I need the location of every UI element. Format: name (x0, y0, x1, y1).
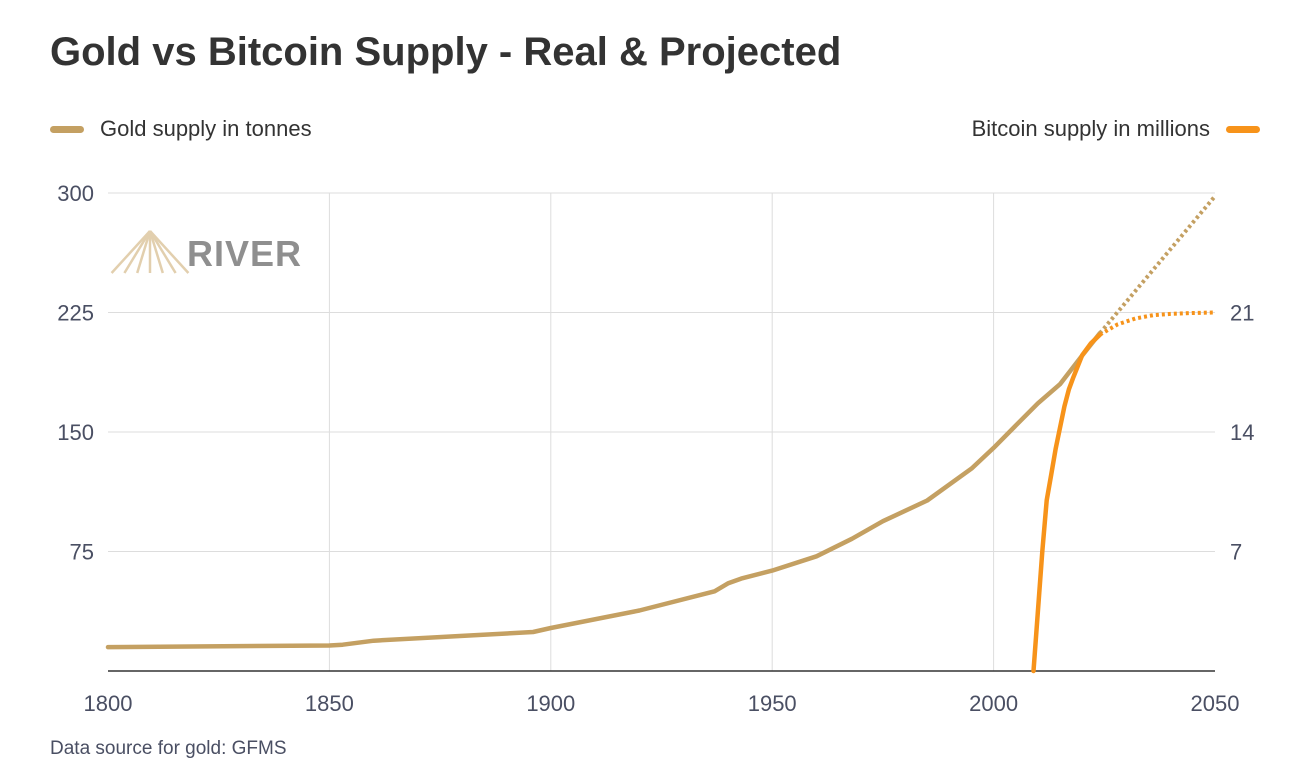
legend-label-gold: Gold supply in tonnes (100, 116, 312, 141)
legend-item-bitcoin: Bitcoin supply in millions (972, 116, 1260, 142)
x-tick-label: 1850 (305, 691, 354, 716)
series-line-2-bitcoin (1031, 332, 1103, 674)
chart-title: Gold vs Bitcoin Supply - Real & Projecte… (50, 30, 842, 74)
logo-text: RIVER (187, 233, 302, 274)
y-tick-label: 75 (70, 540, 94, 565)
x-tick-label: 2000 (969, 691, 1018, 716)
series-line-3-bitcoin-projected (1098, 310, 1216, 337)
y-tick-label: 150 (57, 420, 94, 445)
x-tick-label: 1950 (748, 691, 797, 716)
legend-swatch-gold (50, 125, 84, 133)
y2-tick-label: 21 (1230, 301, 1254, 326)
logo-mark-ray (148, 230, 177, 274)
data-source-note: Data source for gold: GFMS (50, 738, 287, 759)
legend-item-gold: Gold supply in tonnes (50, 116, 312, 142)
logo-mark-ray (136, 230, 152, 274)
logo-mark-ray (110, 230, 151, 274)
y-tick-label: 300 (57, 181, 94, 206)
x-tick-label: 1800 (84, 691, 133, 716)
legend-swatch-bitcoin (1226, 125, 1260, 133)
y2-tick-label: 14 (1230, 420, 1254, 445)
x-tick-label: 2050 (1191, 691, 1240, 716)
legend-label-bitcoin: Bitcoin supply in millions (971, 116, 1210, 141)
logo-mark-ray (148, 230, 164, 274)
x-tick-label: 1900 (526, 691, 575, 716)
river-logo (110, 230, 190, 274)
y-tick-label: 225 (57, 301, 94, 326)
logo-mark-ray (123, 230, 152, 274)
series-line-0-gold (105, 330, 1103, 650)
y2-tick-label: 7 (1230, 540, 1242, 565)
logo-mark-ray (149, 230, 190, 274)
